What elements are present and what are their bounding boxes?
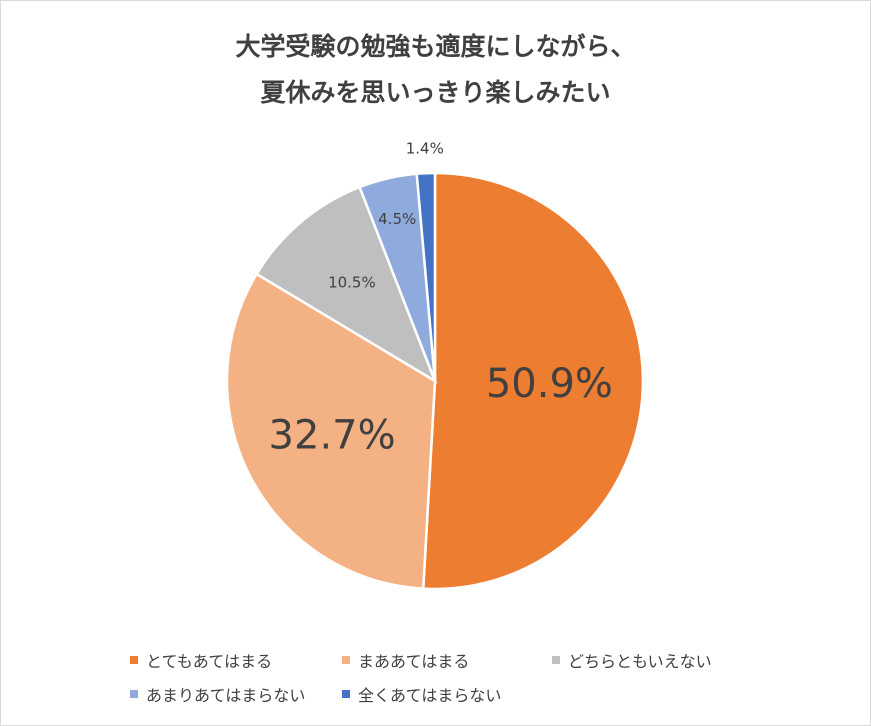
legend-item-maa: まああてはまる [342,648,469,672]
legend-swatch-dochira [552,656,560,664]
data-label-dochira: 10.5% [328,273,376,291]
chart-title: 大学受験の勉強も適度にしながら、 夏休みを思いっきり楽しみたい [0,24,871,116]
legend-swatch-totemo [130,656,138,664]
legend-item-mattaku: 全くあてはまらない [342,682,501,706]
chart-title-line-1: 大学受験の勉強も適度にしながら、 [235,32,636,61]
legend-swatch-maa [342,656,350,664]
legend-item-amari: あまりあてはまらない [130,682,305,706]
data-label-mattaku: 1.4% [406,139,444,157]
legend-label-mattaku: 全くあてはまらない [358,686,502,705]
legend-label-maa: まああてはまる [358,652,470,671]
chart-title-line-2: 夏休みを思いっきり楽しみたい [260,78,611,107]
pie-slice-mattaku [415,171,437,382]
legend-item-totemo: とてもあてはまる [130,648,272,672]
data-label-amari: 4.5% [378,210,416,228]
pie-slice-totemo [421,171,645,591]
pie-slice-maa [225,272,437,590]
legend-label-dochira: どちらともいえない [568,652,712,671]
legend-swatch-amari [130,690,138,698]
legend-swatch-mattaku [342,690,350,698]
data-label-totemo: 50.9% [486,361,613,407]
legend-label-totemo: とてもあてはまる [146,652,273,671]
data-label-maa: 32.7% [269,413,396,459]
legend-label-amari: あまりあてはまらない [146,686,306,705]
pie-slice-dochira [254,185,438,384]
legend-item-dochira: どちらともいえない [552,648,712,672]
